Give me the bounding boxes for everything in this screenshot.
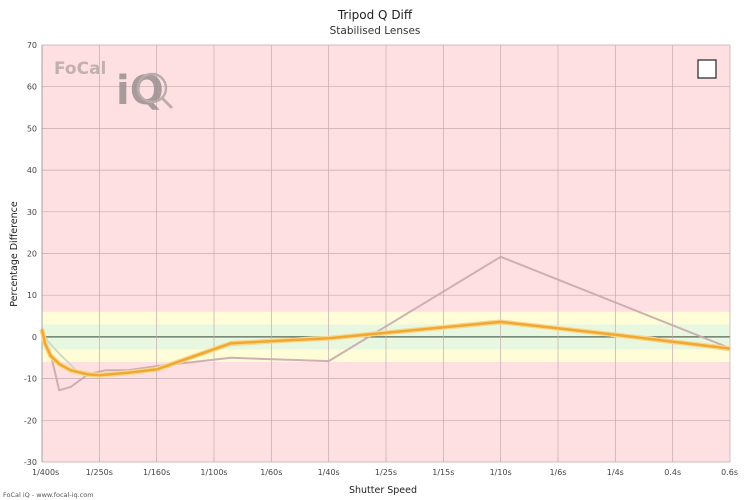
x-tick-label: 1/15s xyxy=(432,468,454,477)
y-tick-labels: -30 -20 -10 0 10 20 30 40 50 60 70 xyxy=(24,41,37,467)
chart-title: Tripod Q Diff xyxy=(337,8,413,22)
x-tick-label: 1/100s xyxy=(200,468,227,477)
x-tick-label: 0.6s xyxy=(721,468,738,477)
magnifier-icon xyxy=(136,72,168,104)
brand-logo-text: FoCal xyxy=(54,59,106,79)
x-tick-labels: 1/400s 1/250s 1/160s 1/100s 1/60s 1/40s 1/25s 1… xyxy=(32,468,738,477)
y-tick-label: 60 xyxy=(27,83,37,92)
y-tick-label: 40 xyxy=(27,166,37,175)
y-tick-label: 20 xyxy=(27,250,37,259)
brand-logo: FoCal iQ xyxy=(54,59,174,114)
y-tick-label: -30 xyxy=(24,458,37,467)
x-tick-label: 1/6s xyxy=(549,468,566,477)
y-tick-label: 50 xyxy=(27,124,37,133)
x-tick-label: 1/10s xyxy=(490,468,512,477)
x-tick-label: 1/25s xyxy=(375,468,397,477)
y-tick-label: 0 xyxy=(32,333,37,342)
chart-subtitle: Stabilised Lenses xyxy=(330,25,421,37)
y-tick-label: 70 xyxy=(27,41,37,50)
credit-text: FoCal iQ - www.focal-iq.com xyxy=(3,491,94,499)
x-tick-label: 1/250s xyxy=(86,468,113,477)
x-tick-label: 1/60s xyxy=(260,468,282,477)
y-axis-title: Percentage Difference xyxy=(9,201,20,307)
x-tick-label: 0.4s xyxy=(664,468,681,477)
series-line-2[interactable] xyxy=(40,320,731,377)
x-tick-label: 1/160s xyxy=(143,468,170,477)
y-tick-label: 30 xyxy=(27,208,37,217)
y-tick-label: -10 xyxy=(24,375,37,384)
x-tick-label: 1/4s xyxy=(607,468,624,477)
x-axis-title: Shutter Speed xyxy=(349,485,417,496)
series-lines xyxy=(39,255,731,392)
y-tick-label: -20 xyxy=(24,416,37,425)
magnifier-handle-icon xyxy=(160,96,174,110)
x-tick-label: 1/400s xyxy=(32,468,59,477)
legend-toggle-box[interactable] xyxy=(697,59,717,79)
y-tick-label: 10 xyxy=(27,291,37,300)
x-tick-label: 1/40s xyxy=(318,468,340,477)
